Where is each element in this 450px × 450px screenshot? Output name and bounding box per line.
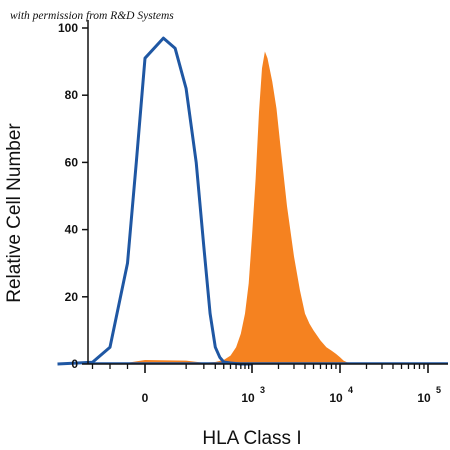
y-axis-title: Relative Cell Number (4, 123, 25, 303)
y-tick-label-80: 80 (65, 88, 79, 102)
x-axis-title: HLA Class I (202, 428, 301, 449)
x-tick-exponent-100000: 5 (436, 385, 441, 395)
series-0-histogram-line (57, 36, 252, 366)
y-tick-label-20: 20 (65, 290, 79, 304)
y-tick-label-60: 60 (65, 155, 79, 169)
x-tick-label-0: 0 (142, 391, 149, 405)
watermark: with permission from R&D Systems (10, 10, 174, 22)
y-tick-label-100: 100 (58, 21, 78, 35)
x-tick-label-100000: 10 (417, 391, 431, 405)
x-tick-exponent-10000: 4 (348, 385, 353, 395)
x-ticks: 0 10 3 10 4 10 5 (91, 364, 441, 405)
x-tick-label-1000: 10 (241, 391, 255, 405)
y-ticks: 0 20 40 60 80 100 (58, 21, 88, 371)
x-tick-exponent-1000: 3 (260, 385, 265, 395)
plot-area (57, 36, 448, 366)
y-tick-label-40: 40 (65, 223, 79, 237)
series-1-histogram-fill (127, 51, 367, 364)
axes (87, 20, 448, 365)
x-tick-label-10000: 10 (329, 391, 343, 405)
y-tick-label-0: 0 (71, 357, 78, 371)
